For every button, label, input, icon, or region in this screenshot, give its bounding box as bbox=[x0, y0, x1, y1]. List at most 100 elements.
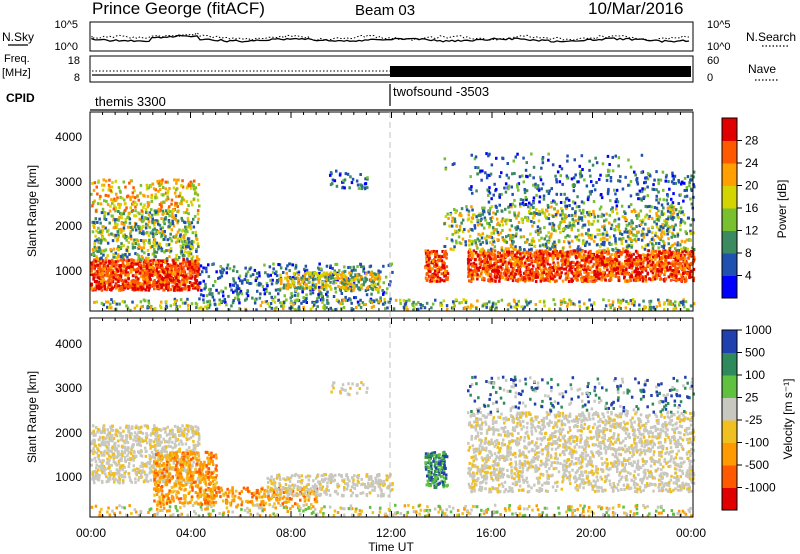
power-echo bbox=[320, 274, 323, 278]
power-echo bbox=[586, 277, 589, 281]
power-echo bbox=[373, 272, 376, 276]
power-echo bbox=[564, 301, 567, 304]
power-echo bbox=[355, 284, 359, 287]
power-echo bbox=[125, 206, 128, 210]
power-echo bbox=[194, 230, 197, 234]
power-echo bbox=[392, 307, 396, 311]
power-echo bbox=[222, 268, 226, 272]
power-echo bbox=[168, 270, 171, 274]
power-echo bbox=[166, 267, 169, 271]
power-echo bbox=[551, 251, 555, 255]
power-echo bbox=[478, 274, 482, 278]
power-echo bbox=[636, 275, 640, 279]
power-echo bbox=[341, 180, 344, 184]
power-echo bbox=[163, 237, 166, 241]
power-echo bbox=[137, 277, 140, 281]
power-echo bbox=[181, 197, 184, 201]
power-echo bbox=[313, 277, 317, 281]
power-echo bbox=[617, 255, 621, 258]
power-echo bbox=[529, 212, 532, 215]
power-echo bbox=[360, 276, 363, 279]
power-echo bbox=[133, 283, 136, 287]
power-echo bbox=[275, 281, 278, 285]
power-echo bbox=[137, 254, 140, 258]
power-echo bbox=[511, 242, 514, 246]
power-echo bbox=[189, 247, 192, 251]
power-echo bbox=[524, 253, 527, 257]
power-echo bbox=[149, 215, 152, 219]
power-echo bbox=[650, 278, 653, 282]
power-echo bbox=[188, 184, 191, 188]
power-echo bbox=[667, 251, 670, 255]
power-echo bbox=[115, 302, 118, 306]
freq-tick-bottom-right: 0 bbox=[707, 72, 713, 84]
power-echo bbox=[152, 187, 156, 191]
power-echo bbox=[190, 276, 193, 280]
power-echo bbox=[103, 281, 106, 285]
power-echo bbox=[159, 306, 163, 310]
power-echo bbox=[172, 272, 175, 276]
power-echo bbox=[112, 218, 115, 222]
power-echo bbox=[510, 265, 513, 269]
power-echo bbox=[197, 258, 201, 261]
power-echo bbox=[611, 206, 614, 210]
power-echo bbox=[347, 266, 350, 269]
power-echo bbox=[169, 247, 173, 251]
power-echo bbox=[553, 302, 557, 306]
power-echo bbox=[660, 244, 664, 248]
power-echo bbox=[147, 234, 151, 238]
power-echo bbox=[144, 222, 148, 226]
power-echo bbox=[333, 269, 336, 273]
power-echo bbox=[361, 301, 365, 305]
power-echo bbox=[172, 186, 176, 190]
power-echo bbox=[181, 185, 185, 189]
power-echo bbox=[227, 294, 230, 298]
power-echo bbox=[99, 261, 102, 265]
power-echo bbox=[175, 253, 178, 257]
power-echo bbox=[492, 267, 496, 271]
power-echo bbox=[153, 223, 156, 227]
power-echo bbox=[639, 257, 642, 261]
power-echo bbox=[253, 298, 257, 302]
power-echo bbox=[564, 261, 567, 265]
power-echo bbox=[603, 273, 607, 277]
power-echo bbox=[357, 280, 360, 284]
power-echo bbox=[399, 302, 402, 305]
power-echo bbox=[679, 257, 682, 261]
power-echo bbox=[355, 306, 358, 309]
power-echo bbox=[576, 247, 579, 251]
power-echo bbox=[135, 304, 139, 308]
power-echo bbox=[232, 290, 235, 294]
power-echo bbox=[296, 271, 299, 275]
power-echo bbox=[603, 228, 607, 232]
power-echo bbox=[679, 264, 682, 267]
power-echo bbox=[557, 225, 561, 228]
power-echo bbox=[555, 254, 559, 258]
power-echo bbox=[232, 299, 235, 302]
power-echo bbox=[94, 234, 97, 238]
power-echo bbox=[91, 204, 94, 208]
power-echo bbox=[573, 249, 577, 253]
power-echo bbox=[693, 257, 696, 261]
power-echo bbox=[586, 265, 590, 269]
power-echo bbox=[134, 205, 137, 209]
power-echo bbox=[389, 297, 392, 301]
freq-tick-top-right: 60 bbox=[707, 55, 719, 67]
power-echo bbox=[499, 231, 503, 235]
power-echo bbox=[438, 279, 442, 283]
power-echo bbox=[194, 259, 197, 263]
power-echo bbox=[566, 263, 570, 267]
power-echo bbox=[141, 214, 144, 218]
power-echo bbox=[382, 264, 385, 268]
power-echo bbox=[196, 193, 200, 197]
power-echo bbox=[172, 235, 175, 239]
power-echo bbox=[136, 259, 139, 263]
power-echo bbox=[122, 235, 126, 239]
power-echo bbox=[150, 196, 153, 200]
power-echo bbox=[651, 252, 654, 256]
power-echo bbox=[516, 257, 519, 261]
power-echo bbox=[683, 259, 687, 263]
power-echo bbox=[473, 226, 477, 230]
power-echo bbox=[688, 250, 691, 254]
power-echo bbox=[662, 249, 665, 253]
